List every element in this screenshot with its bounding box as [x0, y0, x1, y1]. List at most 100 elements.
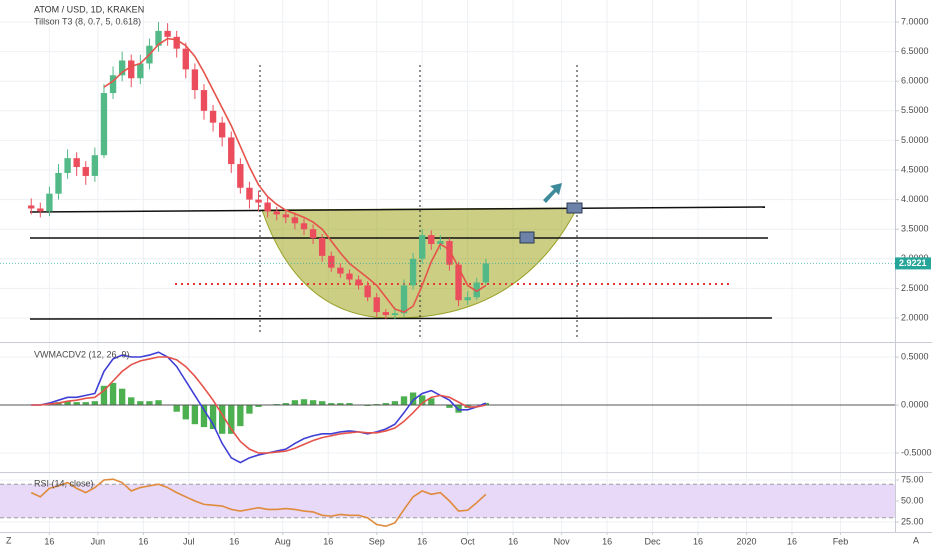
toolbar-button[interactable]: Z [6, 535, 12, 545]
x-tick-label: 16 [44, 536, 54, 546]
candle-body [273, 211, 280, 215]
x-tick-label: Jul [183, 536, 195, 546]
histogram-bar [428, 398, 435, 406]
candle-body [364, 285, 371, 298]
x-tick-label: Feb [833, 536, 849, 546]
histogram-bar [100, 385, 108, 406]
y-tick-label: 3.5000 [901, 224, 929, 234]
histogram-bar [137, 401, 144, 406]
candle-body [82, 167, 89, 176]
x-tick-label: Jun [91, 536, 106, 546]
candle-body [191, 69, 199, 91]
x-tick-label: Sep [369, 536, 385, 546]
candle-body [437, 241, 444, 244]
resistance-line [29, 206, 766, 213]
x-tick-label: 2020 [736, 536, 756, 546]
candle-body [228, 137, 235, 165]
candle-body [128, 60, 135, 79]
y-tick-label: 0.5000 [901, 351, 929, 361]
candle-body [91, 155, 99, 176]
histogram-bar [73, 402, 80, 406]
indicator-label: RSI (14, close) [34, 478, 94, 488]
histogram-bar [146, 401, 153, 406]
line-series [31, 356, 487, 454]
histogram-bar [291, 400, 299, 406]
x-tick-label: 16 [602, 536, 612, 546]
last-price-label: 2.9221 [899, 258, 927, 268]
x-tick-label: 16 [229, 536, 239, 546]
histogram-bar [246, 405, 253, 414]
histogram-bar [173, 405, 180, 412]
x-tick-label: Dec [645, 536, 662, 546]
histogram-bar [409, 392, 417, 406]
y-tick-label: 75.00 [901, 474, 924, 484]
histogram-bar [337, 403, 344, 406]
candle-body [28, 205, 35, 209]
candle-body [255, 199, 262, 203]
candle-body [373, 297, 380, 313]
x-tick-label: Aug [275, 536, 291, 546]
histogram-bar [82, 402, 89, 406]
bottom-line [29, 317, 773, 320]
histogram-bar [309, 400, 317, 406]
candle-body [218, 122, 226, 138]
candle-body [346, 273, 353, 280]
histogram-bar [191, 405, 199, 425]
toolbar-button[interactable]: A [913, 535, 919, 545]
candle-body [291, 217, 299, 224]
histogram-bar [218, 405, 226, 434]
histogram-bar [109, 382, 117, 406]
candle-body [282, 214, 289, 218]
histogram-bar [482, 403, 490, 406]
x-tick-label: Oct [461, 536, 476, 546]
target-box [566, 202, 583, 214]
y-tick-label: 7.0000 [901, 16, 929, 26]
histogram-bar [128, 397, 135, 406]
histogram-bar [209, 405, 217, 430]
candle-body [137, 63, 144, 79]
candle-body [155, 30, 162, 46]
candle-body [237, 164, 244, 188]
candle-body [382, 312, 390, 316]
histogram-bar [446, 405, 453, 408]
x-tick-label: 16 [508, 536, 518, 546]
y-tick-label: 50.00 [901, 495, 924, 505]
candle-body [182, 48, 189, 70]
candle-body [409, 258, 417, 286]
y-tick-label: 5.0000 [901, 135, 929, 145]
line-series [103, 37, 487, 313]
x-tick-label: Nov [554, 536, 571, 546]
y-tick-label: 5.5000 [901, 105, 929, 115]
candle-body [118, 60, 126, 76]
candle-body [419, 235, 426, 259]
histogram-bar [155, 400, 162, 406]
histogram-bar [64, 401, 71, 406]
histogram-bar [182, 405, 189, 420]
histogram-bar [391, 401, 399, 406]
histogram-bar [91, 401, 99, 406]
y-tick-label: 6.0000 [901, 76, 929, 86]
candle-body [73, 158, 80, 168]
y-tick-label: 4.0000 [901, 194, 929, 204]
candle-body [246, 187, 253, 200]
candle-body [109, 75, 117, 94]
y-tick-label: 4.5000 [901, 164, 929, 174]
histogram-bar [318, 401, 326, 406]
candle-body [318, 238, 326, 256]
y-tick-label: 2.0000 [901, 312, 929, 322]
histogram-bar [419, 395, 426, 406]
candle-body [482, 263, 490, 283]
drawings [29, 65, 773, 340]
bands [0, 483, 895, 519]
candle-body [209, 110, 217, 123]
candle-body [309, 229, 317, 239]
candle-body [55, 172, 62, 194]
y-tick-label: 25.00 [901, 516, 924, 526]
band [0, 484, 895, 518]
last-price-tag [895, 257, 931, 270]
histogram-bar [228, 405, 235, 434]
y-tick-label: 0.0000 [901, 399, 929, 409]
target-box [519, 231, 535, 244]
